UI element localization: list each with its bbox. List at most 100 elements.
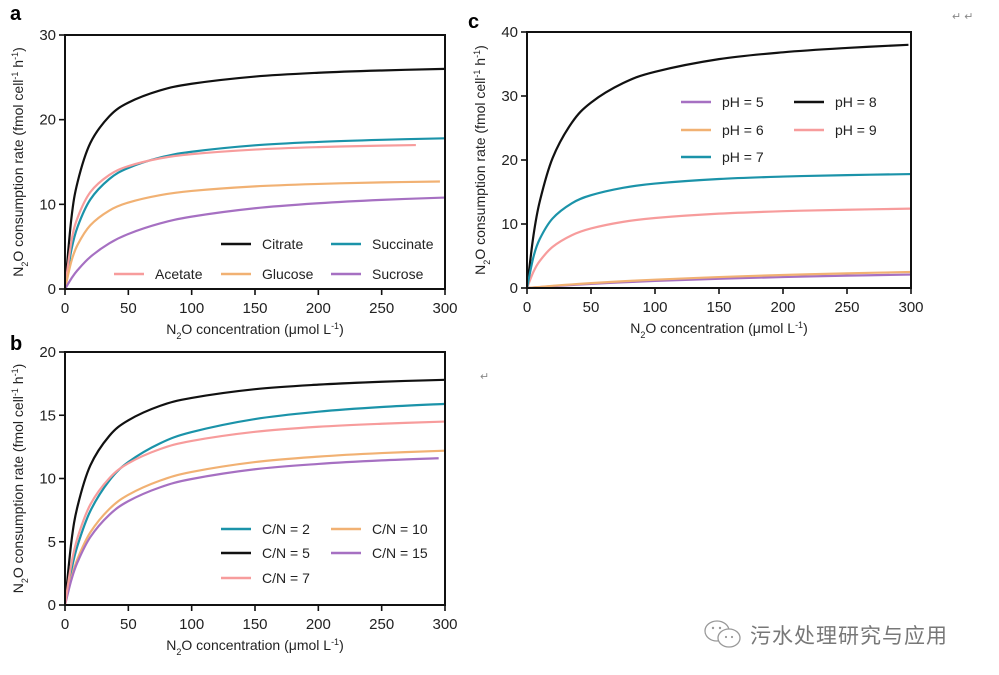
series-line — [63, 402, 446, 606]
x-tick-label: 100 — [642, 299, 667, 316]
series-line — [63, 457, 439, 606]
label-segment: -1 — [10, 388, 20, 396]
legend-label: C/N = 15 — [372, 545, 428, 561]
label-segment: N — [472, 265, 488, 275]
return-mark: ↵ ↵ — [952, 11, 974, 23]
label-segment: N — [630, 320, 640, 336]
x-tick-label: 250 — [369, 300, 394, 317]
series-line — [525, 207, 912, 289]
series-line — [526, 270, 912, 290]
label-segment: N — [10, 267, 26, 277]
label-segment: ) — [10, 47, 26, 52]
label-segment: 2 — [176, 647, 181, 657]
series-line — [525, 43, 909, 289]
x-tick-label: 150 — [242, 300, 267, 317]
label-segment: h — [10, 60, 26, 72]
x-tick-label: 300 — [432, 616, 457, 633]
x-tick-label: 50 — [120, 300, 137, 317]
legend-label: pH = 6 — [722, 122, 764, 138]
x-axis-title: N2O concentration (μmol L-1) — [630, 320, 808, 340]
y-tick-label: 40 — [501, 24, 518, 41]
panel-letter: c — [468, 11, 479, 33]
series-line — [63, 143, 416, 290]
y-tick-label: 20 — [39, 344, 56, 361]
y-tick-label: 5 — [48, 534, 56, 551]
legend-label: C/N = 10 — [372, 521, 428, 537]
x-tick-label: 200 — [306, 616, 331, 633]
x-tick-label: 250 — [369, 616, 394, 633]
y-tick-label: 30 — [501, 88, 518, 105]
y-axis-title: N2O consumption rate (fmol cell-1 h-1) — [472, 45, 492, 275]
series-line — [64, 196, 446, 290]
y-tick-label: 0 — [48, 281, 56, 298]
panel-letter: a — [10, 3, 22, 25]
x-tick-label: 100 — [179, 300, 204, 317]
x-tick-label: 150 — [706, 299, 731, 316]
legend-label: C/N = 5 — [262, 545, 310, 561]
y-tick-label: 0 — [48, 597, 56, 614]
label-segment: 2 — [640, 330, 645, 340]
plot-frame — [526, 31, 912, 289]
label-segment: N — [166, 321, 176, 337]
x-tick-label: 0 — [61, 300, 69, 317]
x-tick-label: 300 — [898, 299, 923, 316]
series-line — [63, 180, 440, 290]
label-segment: -1 — [472, 50, 482, 58]
y-tick-label: 10 — [39, 196, 56, 213]
y-axis-title: N2O consumption rate (fmol cell-1 h-1) — [10, 47, 30, 277]
legend-label: Citrate — [262, 236, 303, 252]
label-segment: O consumption rate (fmol cell — [472, 78, 488, 260]
x-tick-label: 50 — [583, 299, 600, 316]
label-segment: h — [472, 58, 488, 70]
label-segment: -1 — [331, 321, 339, 331]
label-segment: O concentration (μmol L — [181, 321, 331, 337]
label-segment: -1 — [10, 368, 20, 376]
label-segment: -1 — [795, 320, 803, 330]
legend-label: C/N = 7 — [262, 570, 310, 586]
label-segment: -1 — [331, 637, 339, 647]
label-segment: O consumption rate (fmol cell — [10, 80, 26, 262]
x-tick-label: 150 — [242, 616, 267, 633]
label-segment: 2 — [176, 331, 181, 341]
label-segment: O concentration (μmol L — [181, 637, 331, 653]
legend-label: Glucose — [262, 266, 314, 282]
label-segment: ) — [339, 321, 344, 337]
legend-label: Acetate — [155, 266, 203, 282]
series-line — [63, 67, 446, 290]
label-segment: 2 — [482, 260, 492, 265]
label-segment: h — [10, 376, 26, 388]
x-tick-label: 0 — [523, 299, 531, 316]
x-tick-label: 200 — [306, 300, 331, 317]
series-line — [63, 420, 446, 606]
x-tick-label: 50 — [120, 616, 137, 633]
series-line — [63, 378, 446, 606]
y-tick-label: 20 — [501, 152, 518, 169]
label-segment: ) — [803, 320, 808, 336]
legend-label: Succinate — [372, 236, 434, 252]
y-tick-label: 10 — [501, 216, 518, 233]
y-tick-label: 10 — [39, 471, 56, 488]
y-tick-label: 20 — [39, 112, 56, 129]
legend-label: pH = 5 — [722, 94, 764, 110]
legend-label: C/N = 2 — [262, 521, 310, 537]
label-segment: -1 — [10, 72, 20, 80]
x-tick-label: 300 — [432, 300, 457, 317]
label-segment: N — [10, 583, 26, 593]
y-tick-label: 15 — [39, 407, 56, 424]
return-mark: ↵ — [480, 371, 490, 383]
legend-label: pH = 7 — [722, 149, 764, 165]
wechat-icon — [704, 620, 741, 648]
label-segment: -1 — [472, 70, 482, 78]
panel-letter: b — [10, 333, 22, 355]
y-axis-title: N2O consumption rate (fmol cell-1 h-1) — [10, 364, 30, 594]
label-segment: ) — [10, 364, 26, 369]
x-tick-label: 100 — [179, 616, 204, 633]
watermark: 污水处理研究与应用 — [702, 618, 948, 652]
x-tick-label: 250 — [834, 299, 859, 316]
x-axis-title: N2O concentration (μmol L-1) — [166, 321, 344, 341]
legend-label: pH = 9 — [835, 122, 877, 138]
y-tick-label: 30 — [39, 27, 56, 44]
